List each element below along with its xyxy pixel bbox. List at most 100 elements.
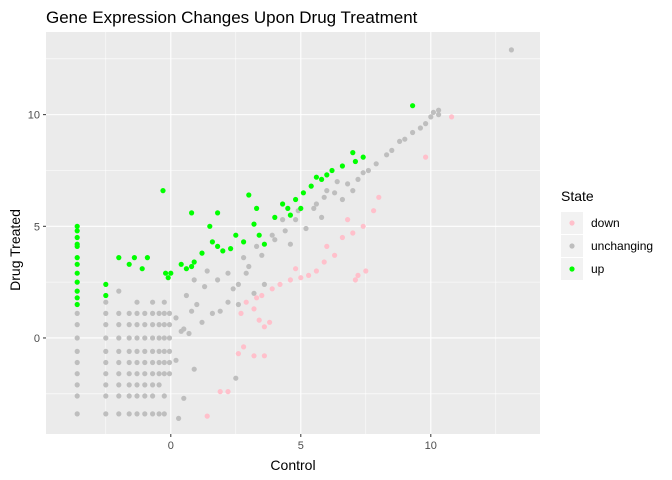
point-up	[168, 270, 174, 276]
point-unchanging	[150, 310, 156, 316]
point-down	[355, 272, 361, 278]
point-unchanging	[189, 308, 195, 314]
point-unchanging	[134, 322, 140, 328]
point-unchanging	[134, 335, 140, 341]
point-unchanging	[74, 382, 80, 388]
point-up	[74, 288, 80, 294]
point-unchanging	[161, 393, 167, 399]
point-unchanging	[191, 277, 197, 283]
point-up	[298, 205, 304, 211]
point-down	[293, 266, 299, 272]
point-unchanging	[183, 292, 189, 299]
point-unchanging	[142, 348, 148, 354]
point-unchanging	[134, 348, 140, 354]
point-unchanging	[161, 411, 167, 417]
point-up	[280, 201, 286, 207]
legend-item-down: down	[561, 212, 620, 234]
legend-title: State	[561, 188, 594, 204]
point-up	[308, 183, 314, 189]
point-down	[243, 299, 249, 305]
x-tick-label: 0	[168, 440, 174, 452]
point-up	[285, 205, 291, 211]
point-up	[74, 270, 80, 276]
point-up	[74, 234, 80, 241]
point-up	[329, 167, 335, 174]
point-unchanging	[373, 161, 379, 167]
point-unchanging	[134, 299, 140, 305]
point-unchanging	[410, 129, 416, 136]
point-unchanging	[126, 393, 132, 399]
point-unchanging	[150, 382, 156, 388]
point-down	[251, 306, 257, 312]
point-down	[204, 413, 210, 419]
point-up	[254, 205, 260, 211]
point-up	[74, 261, 80, 267]
point-unchanging	[311, 205, 317, 211]
point-up	[360, 154, 366, 160]
point-down	[449, 114, 455, 120]
legend: State down unchanging up	[561, 188, 653, 280]
point-unchanging	[116, 348, 122, 354]
point-unchanging	[150, 371, 156, 377]
point-unchanging	[272, 237, 278, 243]
point-unchanging	[436, 107, 442, 113]
point-up	[189, 263, 195, 270]
point-unchanging	[126, 335, 132, 341]
point-up	[287, 212, 293, 218]
legend-item-unchanging: unchanging	[561, 235, 653, 257]
point-unchanging	[166, 359, 173, 366]
point-down	[371, 208, 377, 214]
point-down	[261, 324, 267, 330]
point-unchanging	[166, 310, 173, 316]
point-unchanging	[156, 322, 162, 328]
point-unchanging	[293, 217, 299, 223]
point-unchanging	[173, 357, 179, 363]
point-up	[103, 292, 109, 299]
panel-background	[46, 32, 540, 434]
point-down	[324, 243, 330, 249]
point-unchanging	[181, 395, 187, 401]
point-up	[228, 246, 234, 252]
point-unchanging	[166, 335, 173, 341]
point-unchanging	[74, 335, 80, 341]
point-unchanging	[126, 382, 132, 388]
point-unchanging	[74, 393, 80, 399]
point-unchanging	[74, 359, 80, 366]
point-up	[233, 232, 239, 238]
point-unchanging	[142, 393, 148, 399]
data-points	[74, 47, 514, 421]
point-down	[241, 344, 247, 350]
chart-title: Gene Expression Changes Upon Drug Treatm…	[46, 8, 418, 27]
point-up	[352, 158, 358, 165]
point-unchanging	[116, 382, 122, 388]
point-unchanging	[204, 268, 210, 274]
point-unchanging	[126, 348, 132, 354]
point-unchanging	[142, 411, 148, 417]
point-up	[199, 250, 205, 256]
point-up	[189, 210, 195, 216]
point-unchanging	[365, 167, 371, 174]
point-unchanging	[402, 136, 408, 142]
point-unchanging	[142, 335, 148, 341]
x-axis-title: Control	[270, 457, 315, 473]
point-unchanging	[126, 310, 132, 316]
y-axis-title: Drug Treated	[7, 209, 23, 291]
point-down	[350, 230, 356, 236]
point-up	[74, 279, 80, 285]
point-unchanging	[173, 315, 179, 321]
point-unchanging	[215, 277, 221, 283]
point-unchanging	[254, 243, 260, 249]
point-unchanging	[116, 393, 122, 399]
x-axis-ticks: 0 5 10	[168, 434, 437, 452]
point-up	[116, 255, 122, 261]
point-up	[74, 241, 80, 247]
point-up	[251, 221, 257, 227]
point-unchanging	[103, 348, 109, 354]
point-unchanging	[355, 176, 361, 182]
point-unchanging	[246, 263, 252, 270]
point-down	[321, 259, 327, 265]
point-unchanging	[280, 217, 286, 223]
point-unchanging	[233, 375, 239, 381]
point-unchanging	[103, 299, 109, 305]
point-unchanging	[217, 308, 223, 314]
